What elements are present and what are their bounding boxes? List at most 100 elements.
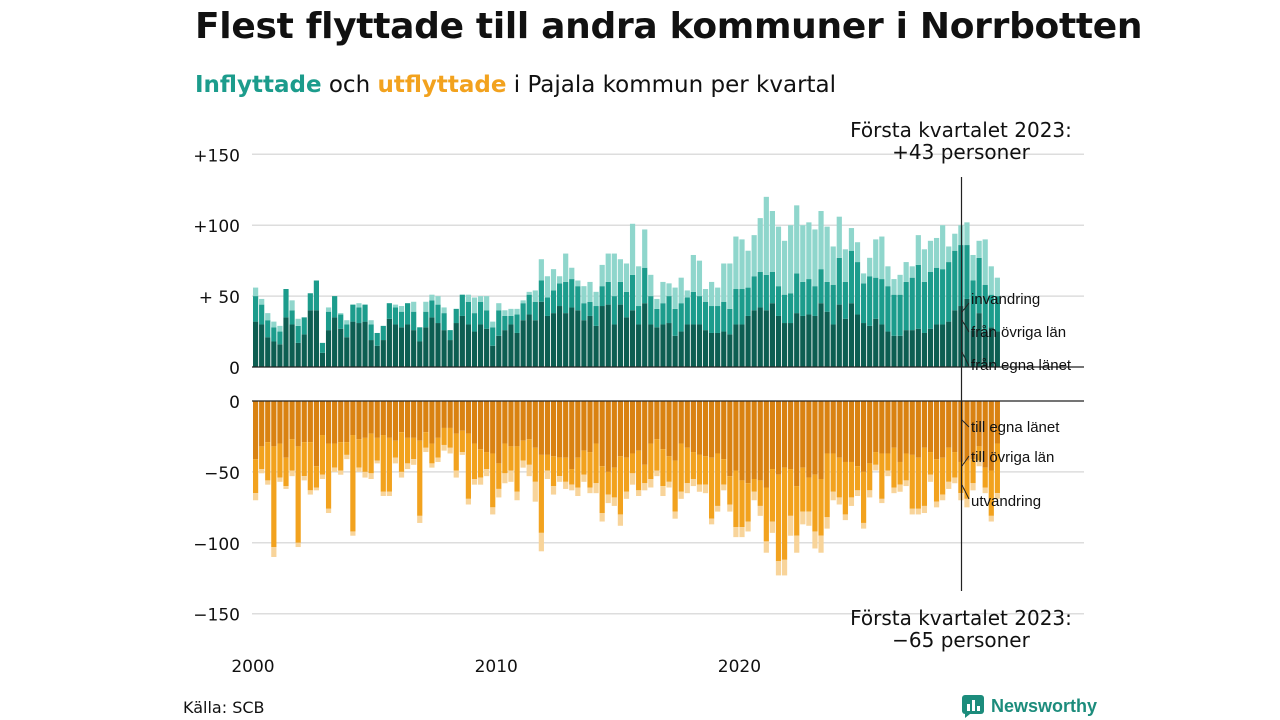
bar-in-immigration xyxy=(295,318,301,326)
bar-in-other-counties xyxy=(289,310,295,325)
bar-in-immigration xyxy=(836,216,842,258)
migration-chart: +150 +100 + 50 0 0 −50 −100 −150 Första kvartale… xyxy=(193,118,1084,677)
x-tick-label: 2000 xyxy=(231,657,274,677)
bar-out-emigration xyxy=(593,483,599,494)
bar-in-own-county xyxy=(532,320,538,367)
bar-in-own-county xyxy=(569,307,575,367)
bar-in-other-counties xyxy=(733,289,739,325)
bar-out-emigration xyxy=(800,511,806,525)
bar-in-own-county xyxy=(398,327,405,367)
bar-out-own-county xyxy=(398,401,405,433)
bar-out-emigration xyxy=(775,561,782,576)
bar-out-own-county xyxy=(952,401,958,453)
y-tick-label-bottom: −50 xyxy=(204,464,240,484)
bar-in-immigration xyxy=(465,294,471,302)
bar-out-other-counties xyxy=(526,439,532,465)
bar-out-emigration xyxy=(484,469,490,477)
bar-out-emigration xyxy=(253,493,259,501)
bar-in-own-county xyxy=(629,310,636,367)
bar-out-own-county xyxy=(569,401,575,470)
bar-out-own-county xyxy=(283,401,289,458)
bar-out-own-county xyxy=(842,401,848,462)
bar-out-own-county xyxy=(587,401,593,453)
annotation-bottom-line1: Första kvartalet 2023: xyxy=(850,606,1072,630)
bar-out-own-county xyxy=(550,401,557,457)
bar-out-emigration xyxy=(733,527,739,538)
y-tick-label-bottom: −100 xyxy=(193,535,240,555)
bar-out-own-county xyxy=(781,401,788,468)
bar-in-immigration xyxy=(684,290,690,298)
bar-in-other-counties xyxy=(921,281,927,333)
bar-in-other-counties xyxy=(848,250,855,304)
bar-in-other-counties xyxy=(593,306,599,326)
bar-in-immigration xyxy=(672,287,678,309)
bar-out-other-counties xyxy=(976,446,982,461)
bar-out-other-counties xyxy=(532,447,538,482)
bar-in-own-county xyxy=(386,318,392,367)
y-tick-label-top: 0 xyxy=(229,359,240,379)
bar-out-other-counties xyxy=(970,459,976,484)
bar-out-own-county xyxy=(812,401,818,475)
bar-out-own-county xyxy=(405,401,411,438)
bar-in-immigration xyxy=(569,267,575,280)
bar-in-other-counties xyxy=(666,296,672,324)
bar-out-own-county xyxy=(338,401,344,443)
bar-in-own-county xyxy=(788,323,794,367)
bar-out-other-counties xyxy=(648,443,654,479)
logo-text: Newsworthy xyxy=(991,695,1098,716)
bar-out-emigration xyxy=(392,457,399,464)
bar-in-other-counties xyxy=(915,264,921,329)
bar-in-immigration xyxy=(441,307,447,314)
bar-out-own-county xyxy=(684,401,690,448)
bar-out-other-counties xyxy=(891,447,897,488)
bar-out-emigration xyxy=(933,501,940,508)
bar-in-own-county xyxy=(660,324,666,367)
bar-out-own-county xyxy=(350,401,356,436)
bar-in-other-counties xyxy=(751,276,757,311)
bar-out-other-counties xyxy=(490,453,496,508)
bar-out-other-counties xyxy=(362,437,368,472)
bar-out-own-county xyxy=(623,401,630,458)
bar-out-emigration xyxy=(763,541,769,553)
bar-out-other-counties xyxy=(319,435,326,475)
bar-out-emigration xyxy=(307,490,313,495)
bar-in-own-county xyxy=(690,324,696,367)
bar-out-emigration xyxy=(909,508,915,515)
bar-in-immigration xyxy=(398,306,405,312)
bar-out-other-counties xyxy=(842,461,848,515)
bar-out-own-county xyxy=(970,401,976,460)
bar-in-own-county xyxy=(599,306,605,367)
bar-out-other-counties xyxy=(380,435,386,492)
bar-in-other-counties xyxy=(636,306,642,325)
bar-in-other-counties xyxy=(587,301,593,316)
bar-in-own-county xyxy=(557,306,563,367)
bar-out-own-county xyxy=(903,401,909,454)
bar-out-own-county xyxy=(775,401,782,475)
bar-in-own-county xyxy=(593,325,599,367)
bar-out-other-counties xyxy=(253,459,259,494)
bar-out-own-county xyxy=(873,401,879,453)
bar-out-other-counties xyxy=(557,457,563,477)
bar-out-emigration xyxy=(994,493,1000,499)
bar-in-immigration xyxy=(952,233,958,251)
bar-out-own-county xyxy=(277,401,283,444)
bar-in-immigration xyxy=(897,274,903,295)
bar-out-emigration xyxy=(398,471,405,478)
bar-in-own-county xyxy=(295,342,301,367)
bar-in-other-counties xyxy=(964,245,970,299)
bar-in-other-counties xyxy=(386,303,392,319)
bar-out-emigration xyxy=(739,527,745,538)
bar-out-other-counties xyxy=(751,478,757,492)
bar-in-other-counties xyxy=(490,327,496,346)
bar-in-immigration xyxy=(484,296,490,311)
bar-out-emigration xyxy=(836,497,842,505)
bar-out-own-county xyxy=(982,401,988,468)
bar-in-other-counties xyxy=(550,290,557,314)
bar-out-emigration xyxy=(891,487,897,494)
bar-out-other-counties xyxy=(611,467,617,498)
bar-in-immigration xyxy=(563,253,569,282)
bar-in-own-county xyxy=(356,323,362,367)
bar-out-other-counties xyxy=(629,453,636,474)
bar-out-other-counties xyxy=(660,449,666,487)
bar-out-own-county xyxy=(563,401,569,458)
